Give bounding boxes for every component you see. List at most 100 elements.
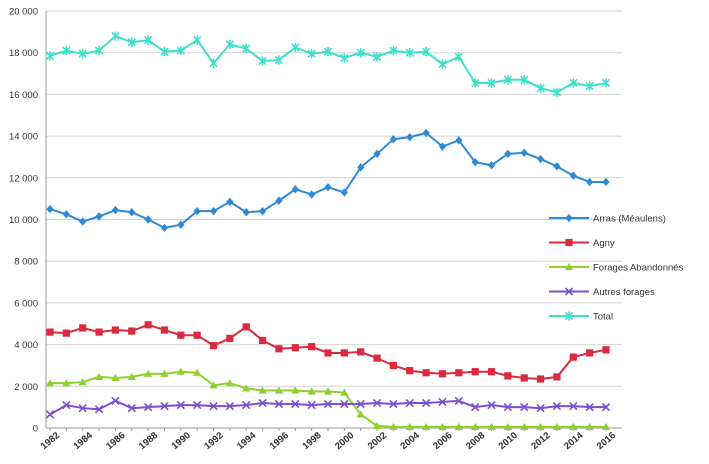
legend-marker bbox=[564, 287, 574, 296]
data-point bbox=[258, 336, 267, 345]
x-tick-label: 1984 bbox=[71, 430, 95, 452]
data-point bbox=[226, 334, 234, 342]
data-point bbox=[552, 87, 562, 97]
data-point bbox=[78, 49, 87, 59]
data-point bbox=[552, 422, 562, 431]
data-point bbox=[193, 400, 202, 410]
data-point bbox=[242, 208, 250, 217]
data-point bbox=[601, 78, 611, 88]
data-point bbox=[586, 349, 594, 357]
x-tick-label: 1982 bbox=[39, 430, 62, 452]
data-point bbox=[504, 372, 512, 380]
axes bbox=[45, 11, 622, 431]
data-point bbox=[62, 379, 71, 387]
y-tick-label: 16 000 bbox=[9, 90, 38, 101]
y-axis-ticks: 0 2 000 4 000 6 000 8 000 10 000 12 000 14 000 1… bbox=[9, 7, 38, 435]
y-tick-label: 18 000 bbox=[9, 48, 38, 59]
data-point bbox=[471, 402, 480, 412]
data-point bbox=[438, 370, 447, 378]
y-tick-label: 4 000 bbox=[14, 340, 38, 351]
x-tick-label: 2000 bbox=[333, 430, 356, 452]
data-point bbox=[143, 402, 153, 412]
data-point bbox=[111, 205, 120, 215]
data-point bbox=[291, 42, 300, 53]
data-point bbox=[193, 331, 201, 339]
data-point bbox=[308, 190, 316, 199]
data-point bbox=[340, 349, 348, 357]
data-point bbox=[258, 386, 267, 394]
data-point bbox=[323, 47, 333, 57]
data-point bbox=[569, 171, 577, 180]
legend-marker bbox=[564, 262, 574, 271]
data-point bbox=[128, 208, 136, 217]
data-point bbox=[504, 149, 512, 159]
data-point bbox=[520, 75, 529, 85]
data-point bbox=[274, 386, 284, 394]
legend-marker bbox=[565, 238, 573, 247]
data-point bbox=[389, 361, 398, 370]
data-point bbox=[503, 75, 513, 85]
data-point bbox=[569, 78, 578, 88]
data-point bbox=[62, 46, 71, 56]
gridlines bbox=[46, 10, 622, 387]
data-point bbox=[520, 148, 528, 157]
data-point bbox=[405, 48, 414, 58]
data-point bbox=[274, 399, 284, 409]
data-point bbox=[536, 404, 545, 413]
data-point bbox=[389, 399, 398, 409]
data-point bbox=[585, 81, 594, 91]
data-point bbox=[94, 46, 104, 56]
data-point bbox=[209, 342, 218, 350]
data-point bbox=[340, 53, 349, 63]
y-tick-label: 20 000 bbox=[9, 7, 38, 18]
data-point bbox=[160, 369, 169, 377]
x-tick-label: 2012 bbox=[529, 430, 552, 452]
data-point bbox=[422, 422, 431, 431]
data-point bbox=[307, 400, 316, 410]
legend-item: Autres forages bbox=[549, 287, 655, 298]
data-point bbox=[340, 388, 349, 396]
data-point bbox=[193, 368, 202, 376]
data-point bbox=[308, 343, 316, 351]
data-point bbox=[421, 398, 431, 408]
data-point bbox=[291, 386, 300, 394]
data-point bbox=[324, 349, 332, 357]
x-tick-label: 2004 bbox=[399, 430, 423, 452]
data-point bbox=[242, 323, 250, 331]
data-point bbox=[406, 367, 414, 375]
x-tick-label: 2008 bbox=[464, 430, 487, 452]
data-point bbox=[356, 48, 365, 58]
data-point bbox=[225, 39, 235, 49]
data-point bbox=[111, 326, 120, 334]
data-point bbox=[536, 83, 545, 93]
data-point bbox=[111, 396, 120, 406]
data-point bbox=[389, 422, 398, 431]
data-point bbox=[536, 422, 545, 431]
data-point bbox=[45, 51, 55, 61]
x-tick-label: 1998 bbox=[300, 430, 323, 452]
data-point bbox=[373, 354, 381, 362]
data-point bbox=[357, 163, 365, 172]
data-point bbox=[128, 327, 136, 335]
data-point bbox=[274, 55, 284, 65]
data-point bbox=[421, 47, 431, 57]
data-point bbox=[94, 405, 104, 414]
data-point bbox=[307, 387, 316, 395]
data-point bbox=[209, 206, 218, 216]
data-point bbox=[586, 177, 594, 187]
data-point bbox=[438, 397, 447, 407]
data-point bbox=[536, 375, 545, 383]
data-point bbox=[94, 372, 104, 381]
data-point bbox=[144, 369, 153, 377]
data-point bbox=[242, 384, 251, 392]
y-tick-label: 10 000 bbox=[9, 215, 38, 226]
data-point bbox=[177, 331, 185, 339]
data-point bbox=[95, 328, 103, 336]
data-point bbox=[95, 212, 103, 221]
data-point bbox=[455, 136, 463, 145]
data-point bbox=[569, 401, 578, 411]
data-point bbox=[487, 368, 496, 376]
data-point bbox=[471, 422, 480, 431]
data-point bbox=[553, 373, 561, 381]
data-point bbox=[127, 37, 136, 47]
